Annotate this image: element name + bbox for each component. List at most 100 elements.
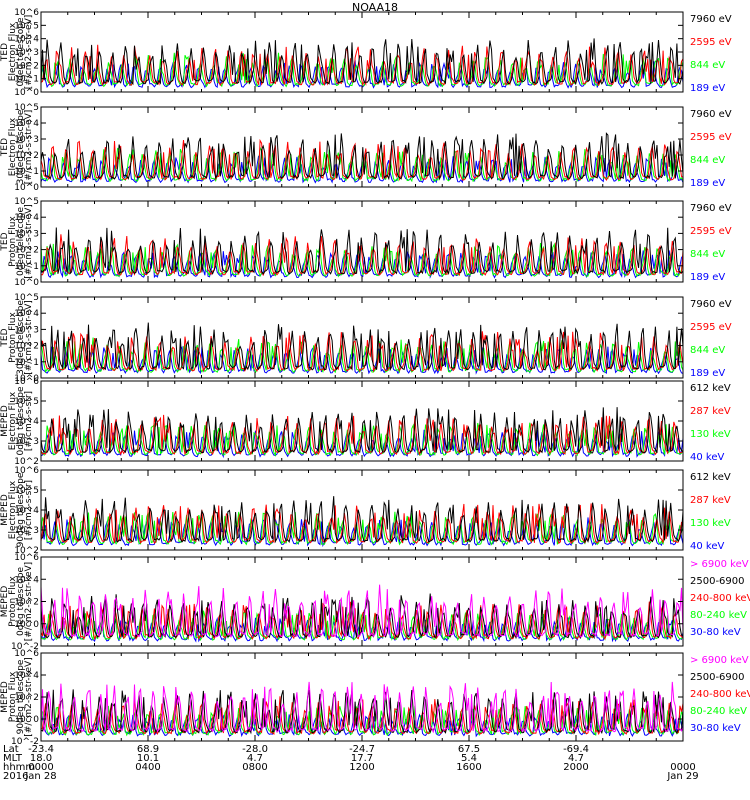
- y-tick-label: 10^0: [14, 278, 39, 288]
- y-tick-label: 10^4: [14, 575, 39, 585]
- y-axis-label: 0deg telescope: [16, 17, 26, 87]
- y-tick-label: 10^0: [14, 183, 39, 193]
- legend-entry: 80-240 keV: [690, 706, 747, 717]
- bottom-value: 18.0: [30, 753, 52, 764]
- series-line: [41, 331, 683, 373]
- series-line: [41, 681, 683, 734]
- bottom-value: -28.0: [242, 744, 268, 755]
- series-line: [41, 38, 683, 86]
- y-tick-label: 10^5: [14, 197, 39, 207]
- y-axis-label: MEPED: [0, 494, 10, 526]
- y-axis-label: [#/cm2-s-str-eV]: [24, 110, 34, 185]
- bottom-value: 1600: [456, 762, 481, 773]
- legend-entry: 844 eV: [690, 249, 725, 260]
- y-axis-label: 0deg telescope: [16, 386, 26, 456]
- y-axis-label: 30deg telescope: [16, 109, 26, 184]
- y-tick-label: 10^4: [14, 213, 39, 223]
- legend-entry: 2500-6900: [690, 672, 745, 683]
- y-axis-label: [#/cm2-s-str]: [24, 391, 34, 451]
- legend-entry: 30-80 keV: [690, 627, 741, 638]
- bottom-value: -24.7: [349, 744, 375, 755]
- y-axis-label: [#/cm2-s-str]: [24, 480, 34, 540]
- series-line: [41, 503, 683, 545]
- legend-entry: 130 keV: [690, 518, 731, 529]
- y-tick-label: 10^2: [14, 151, 39, 161]
- y-axis-label: Electron Flux: [8, 480, 18, 539]
- legend-entry: 2595 eV: [690, 322, 732, 333]
- y-axis-label: TED: [0, 232, 10, 251]
- y-tick-label: 10^3: [14, 229, 39, 239]
- series-line: [41, 227, 683, 276]
- y-tick-label: 10^5: [14, 397, 39, 407]
- y-axis-label: TED: [0, 43, 10, 62]
- y-axis-label: 0deg telescope: [16, 207, 26, 277]
- series-line: [41, 496, 683, 544]
- panel-traces: [41, 227, 683, 279]
- y-axis-label: MEPED: [0, 586, 10, 618]
- legend-entry: 189 eV: [690, 272, 725, 283]
- y-axis-label: TED: [0, 328, 10, 347]
- y-tick-label: 10^6: [14, 649, 39, 659]
- y-axis-label: 0deg telescope: [16, 567, 26, 637]
- y-tick-label: 10^2: [14, 598, 39, 608]
- bottom-value: 4.7: [568, 753, 584, 764]
- y-tick-label: 10^2: [14, 693, 39, 703]
- y-tick-label: 10^0: [14, 374, 39, 384]
- legend-entry: 2595 eV: [690, 37, 732, 48]
- y-tick-label: 10^5: [14, 103, 39, 113]
- legend-entry: 2595 eV: [690, 132, 732, 143]
- y-tick-label: 10^1: [14, 358, 39, 368]
- y-tick-label: 10^3: [14, 325, 39, 335]
- y-tick-label: 10^2: [14, 546, 39, 556]
- bottom-value: 10.1: [137, 753, 159, 764]
- series-line: [41, 517, 683, 548]
- legend-entry: 844 eV: [690, 155, 725, 166]
- series-line: [41, 322, 683, 372]
- bottom-value: 67.5: [458, 744, 480, 755]
- bottom-value: 0400: [135, 762, 160, 773]
- y-axis-label: MEPED: [0, 681, 10, 713]
- legend-entry: 2500-6900: [690, 576, 745, 587]
- bottom-row-label: MLT: [3, 753, 23, 764]
- y-tick-label: 10^2: [14, 342, 39, 352]
- bottom-row-label: hhmm: [3, 762, 35, 773]
- series-line: [41, 593, 683, 640]
- bottom-value: 68.9: [137, 744, 159, 755]
- series-line: [41, 407, 683, 455]
- legend-entry: 7960 eV: [690, 299, 732, 310]
- y-tick-label: 10^2: [14, 61, 39, 71]
- y-tick-label: 10^6: [14, 377, 39, 387]
- legend-entry: 287 keV: [690, 406, 731, 417]
- legend-entry: 40 keV: [690, 541, 724, 552]
- bottom-value: 0800: [242, 762, 267, 773]
- bottom-value: -69.4: [563, 744, 589, 755]
- y-tick-label: 10^2: [14, 246, 39, 256]
- legend-entry: 130 keV: [690, 429, 731, 440]
- y-tick-label: 10^3: [14, 526, 39, 536]
- legend-entry: 844 eV: [690, 345, 725, 356]
- y-tick-label: 10^-2: [11, 642, 39, 652]
- y-tick-label: 10^-2: [11, 737, 39, 747]
- y-axis-label: Proton Flux: [8, 216, 18, 267]
- panel-traces: [41, 681, 683, 738]
- legend-entry: 7960 eV: [690, 109, 732, 120]
- chart-title: NOAA18: [351, 1, 399, 14]
- series-line: [41, 52, 683, 88]
- y-axis-label: Proton Flux: [8, 576, 18, 627]
- y-axis-label: Electron Flux: [8, 391, 18, 450]
- bottom-value: 2000: [563, 762, 588, 773]
- bottom-value: 1200: [349, 762, 374, 773]
- panel-1: 10^0 10^1 10^2 10^3 10^4 10^5 10^6 TEDElectron …: [0, 8, 732, 98]
- legend-entry: 7960 eV: [690, 14, 732, 25]
- y-tick-label: 10^4: [14, 309, 39, 319]
- legend-entry: > 6900 keV: [690, 655, 749, 666]
- legend-entry: 2595 eV: [690, 226, 732, 237]
- bottom-row-label: 2016: [3, 771, 28, 782]
- panel-traces: [41, 38, 683, 89]
- series-line: [41, 705, 683, 737]
- series-line: [41, 584, 683, 639]
